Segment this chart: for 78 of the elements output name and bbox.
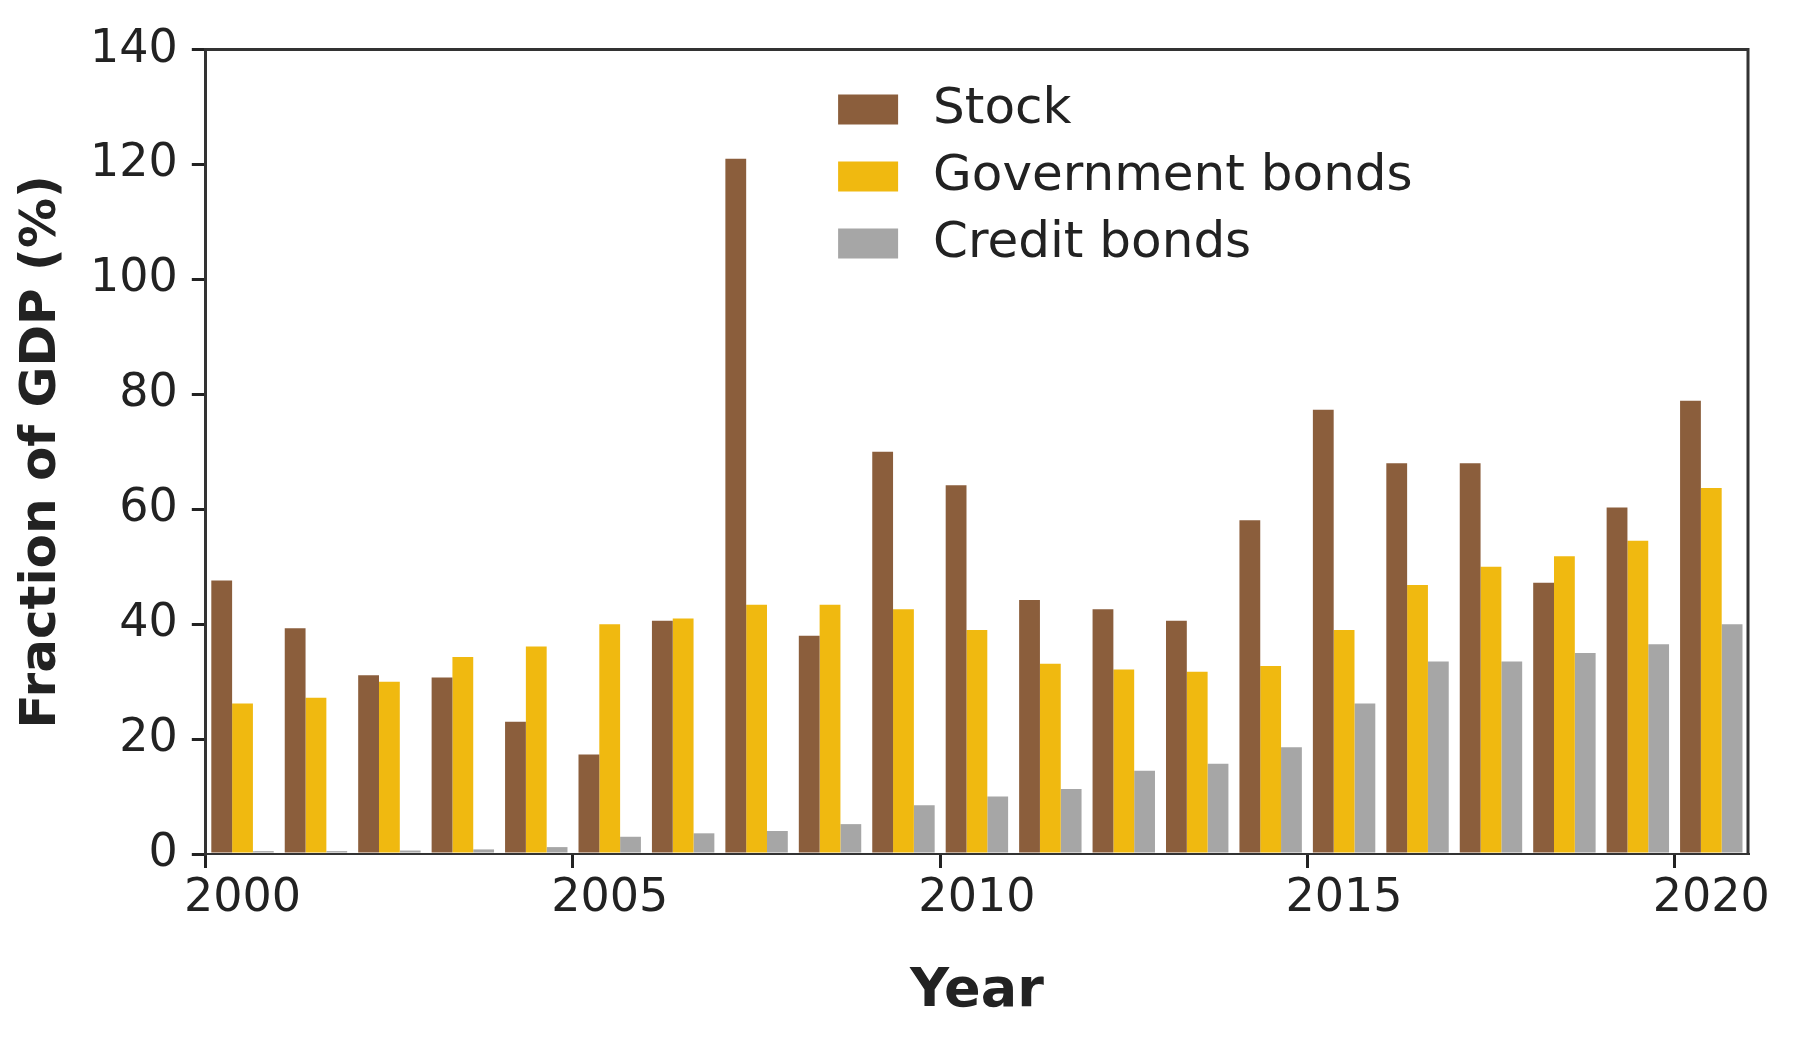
bar <box>872 451 894 853</box>
bar <box>1354 703 1376 853</box>
x-axis-title: Year <box>908 955 1045 1019</box>
bar <box>1186 671 1208 853</box>
bar <box>945 485 967 853</box>
bar <box>1166 620 1187 853</box>
bar <box>1501 661 1523 853</box>
bar <box>840 824 862 853</box>
bar <box>1407 585 1428 853</box>
x-tick-label: 2000 <box>183 867 302 922</box>
bar <box>431 677 453 853</box>
bar <box>1680 400 1701 853</box>
bar <box>1721 624 1743 853</box>
y-tick-label: 0 <box>148 822 178 877</box>
x-tick-label: 2020 <box>1652 867 1770 922</box>
y-tick-label: 40 <box>119 593 178 648</box>
bar <box>798 635 820 853</box>
y-tick-label: 120 <box>89 133 178 188</box>
bar <box>232 703 253 853</box>
bar <box>1312 409 1334 853</box>
bar <box>1480 566 1502 853</box>
bar <box>693 833 715 853</box>
bar <box>987 796 1009 853</box>
y-tick-label: 80 <box>119 363 178 418</box>
bar <box>599 624 621 853</box>
bar <box>378 681 400 853</box>
bar <box>1333 629 1355 853</box>
x-tick-label: 2015 <box>1285 867 1403 922</box>
bar <box>1606 507 1628 853</box>
bar <box>1627 540 1649 853</box>
y-tick-label: 140 <box>89 18 178 73</box>
y-tick-label: 20 <box>119 708 178 763</box>
y-tick-label: 60 <box>119 478 178 533</box>
bar <box>1039 663 1061 853</box>
bar <box>452 656 474 853</box>
bar <box>358 675 379 853</box>
bar <box>1427 661 1449 853</box>
bar <box>505 721 526 853</box>
bar <box>1239 520 1261 853</box>
y-tick-label: 100 <box>89 248 178 303</box>
bar <box>1554 556 1575 853</box>
bar <box>1281 747 1302 853</box>
bar <box>766 831 788 853</box>
bar <box>1386 463 1408 853</box>
bar <box>1260 666 1282 853</box>
bar <box>578 754 600 853</box>
bar <box>305 697 327 853</box>
bar <box>284 628 306 853</box>
legend-label: Stock <box>933 76 1072 135</box>
bar <box>1700 488 1722 853</box>
legend-label: Government bonds <box>933 143 1413 202</box>
bar <box>1060 789 1082 853</box>
bar <box>893 609 914 853</box>
bar <box>913 805 935 853</box>
bar <box>1648 644 1670 853</box>
bar <box>525 646 547 853</box>
bar <box>1459 463 1481 853</box>
bar <box>1533 582 1554 853</box>
bar <box>211 580 233 853</box>
bar <box>1092 609 1114 853</box>
bar <box>1113 669 1135 853</box>
bar <box>1134 770 1155 853</box>
bar <box>620 836 641 853</box>
x-tick-label: 2010 <box>918 867 1036 922</box>
bar <box>725 158 747 853</box>
bar <box>473 849 495 853</box>
bar <box>546 847 568 853</box>
y-axis-title: Fraction of GDP (%) <box>8 175 67 729</box>
bar <box>819 604 841 853</box>
bar <box>1574 652 1596 853</box>
legend-label: Credit bonds <box>933 210 1252 269</box>
x-tick-label: 2005 <box>551 867 669 922</box>
bar <box>672 618 694 853</box>
bar <box>966 629 988 853</box>
bar <box>651 620 673 853</box>
bar <box>746 604 767 853</box>
bar <box>1207 763 1229 853</box>
bar <box>1019 600 1040 853</box>
